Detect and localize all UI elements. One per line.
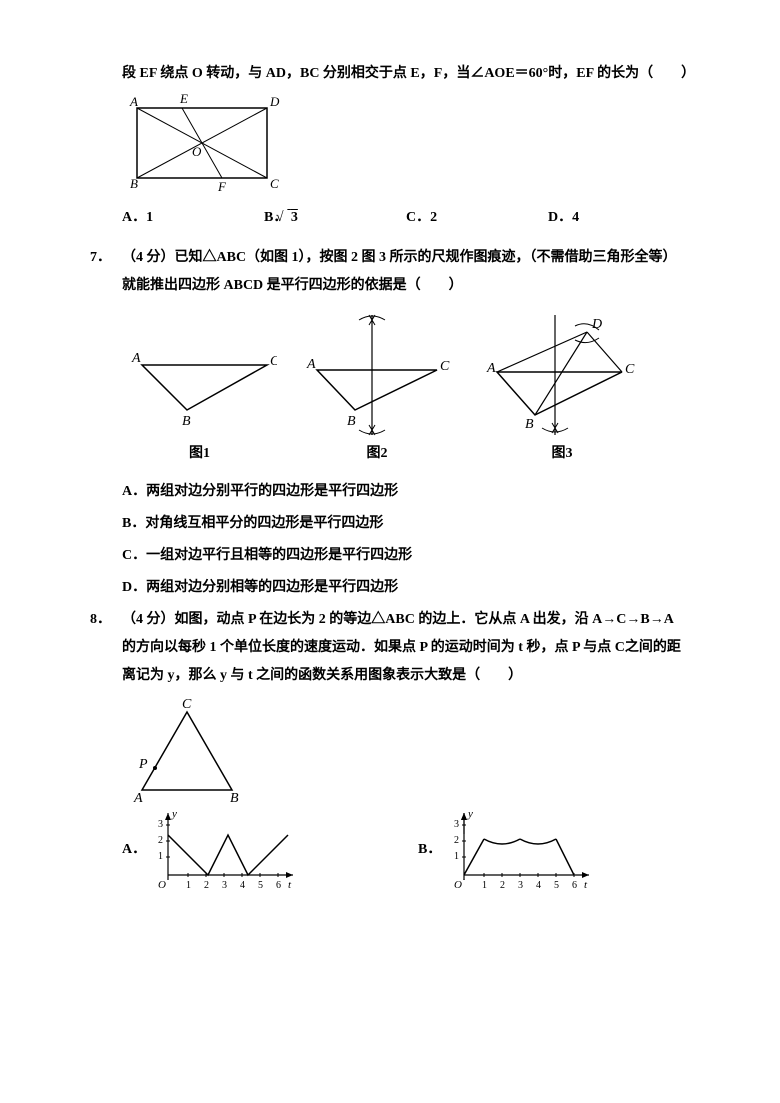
q6-opt-a: A．1: [122, 204, 264, 232]
svg-text:1: 1: [482, 880, 487, 891]
q8-stem: （4 分）如图，动点 P 在边长为 2 的等边△ABC 的边上．它从点 A 出发…: [122, 606, 690, 690]
svg-text:B: B: [525, 417, 534, 432]
svg-text:1: 1: [186, 880, 191, 891]
svg-text:3: 3: [158, 819, 163, 830]
svg-text:3: 3: [222, 880, 227, 891]
svg-text:C: C: [270, 354, 277, 369]
svg-text:2: 2: [454, 835, 459, 846]
svg-text:A: A: [486, 361, 496, 376]
svg-text:6: 6: [572, 880, 577, 891]
q7-opt-d: D．两组对边分别相等的四边形是平行四边形: [122, 574, 690, 602]
q8-options-row: A． O 1 2 3 4 5 6 1 2 3 y t B．: [90, 805, 690, 895]
q8-opt-a-label: A．: [122, 836, 142, 864]
svg-text:1: 1: [158, 851, 163, 862]
q7-fig3: A B C D: [477, 310, 647, 440]
q8-graph-a: O 1 2 3 4 5 6 1 2 3 y t: [148, 805, 298, 895]
svg-text:6: 6: [276, 880, 281, 891]
q7-figures: A B C 图1 A B C 图2 A: [90, 310, 690, 468]
svg-text:3: 3: [454, 819, 459, 830]
svg-text:D: D: [269, 94, 280, 109]
svg-text:t: t: [288, 879, 292, 891]
q7-options: A．两组对边分别平行的四边形是平行四边形 B．对角线互相平分的四边形是平行四边形…: [90, 478, 690, 602]
svg-text:4: 4: [536, 880, 541, 891]
svg-text:O: O: [192, 144, 202, 159]
q7-stem: （4 分）已知△ABC（如图 1），按图 2 图 3 所示的尺规作图痕迹，（不需…: [122, 244, 690, 300]
svg-text:y: y: [467, 808, 473, 820]
svg-text:2: 2: [500, 880, 505, 891]
svg-text:B: B: [230, 791, 239, 805]
q7-fig1: A B C: [122, 310, 277, 440]
q7-number: 7．: [90, 244, 122, 272]
svg-text:A: A: [133, 791, 143, 805]
svg-text:t: t: [584, 879, 588, 891]
q6-stem: 段 EF 绕点 O 转动，与 AD，BC 分别相交于点 E，F，当∠AOE＝60…: [90, 60, 690, 88]
svg-text:y: y: [171, 808, 177, 820]
svg-text:B: B: [347, 414, 356, 429]
q7-fig3-caption: 图3: [477, 440, 647, 468]
q7-fig2: A B C: [297, 310, 457, 440]
svg-text:C: C: [270, 176, 279, 191]
svg-text:D: D: [591, 317, 602, 332]
q6-opt-b: B． 3√: [264, 204, 406, 232]
q6-opt-c: C．2: [406, 204, 548, 232]
svg-text:1: 1: [454, 851, 459, 862]
q8-graph-b: O 1 2 3 4 5 6 1 2 3 y t: [444, 805, 594, 895]
svg-text:O: O: [454, 879, 462, 891]
svg-text:2: 2: [204, 880, 209, 891]
svg-text:C: C: [440, 359, 450, 374]
q6-figure: A E D B F C O: [90, 88, 690, 198]
svg-text:E: E: [179, 91, 188, 106]
svg-text:O: O: [158, 879, 166, 891]
svg-text:5: 5: [554, 880, 559, 891]
svg-text:F: F: [217, 179, 227, 194]
q7-fig2-caption: 图2: [297, 440, 457, 468]
svg-text:P: P: [138, 757, 148, 772]
q8-opt-b-label: B．: [418, 836, 438, 864]
svg-text:A: A: [129, 94, 138, 109]
svg-text:C: C: [625, 362, 635, 377]
q8-figure: C A B P: [90, 690, 690, 805]
svg-text:4: 4: [240, 880, 245, 891]
svg-text:A: A: [306, 357, 316, 372]
svg-text:3: 3: [518, 880, 523, 891]
q7-opt-c: C．一组对边平行且相等的四边形是平行四边形: [122, 542, 690, 570]
q6-options: A．1 B． 3√ C．2 D．4: [90, 204, 690, 232]
svg-text:A: A: [131, 351, 141, 366]
svg-text:5: 5: [258, 880, 263, 891]
svg-text:B: B: [182, 414, 191, 429]
q7-opt-a: A．两组对边分别平行的四边形是平行四边形: [122, 478, 690, 506]
svg-text:2: 2: [158, 835, 163, 846]
q8-number: 8．: [90, 606, 122, 634]
svg-text:C: C: [182, 697, 192, 712]
q6-opt-d: D．4: [548, 204, 690, 232]
q7-fig1-caption: 图1: [122, 440, 277, 468]
q7-opt-b: B．对角线互相平分的四边形是平行四边形: [122, 510, 690, 538]
svg-text:B: B: [130, 176, 138, 191]
